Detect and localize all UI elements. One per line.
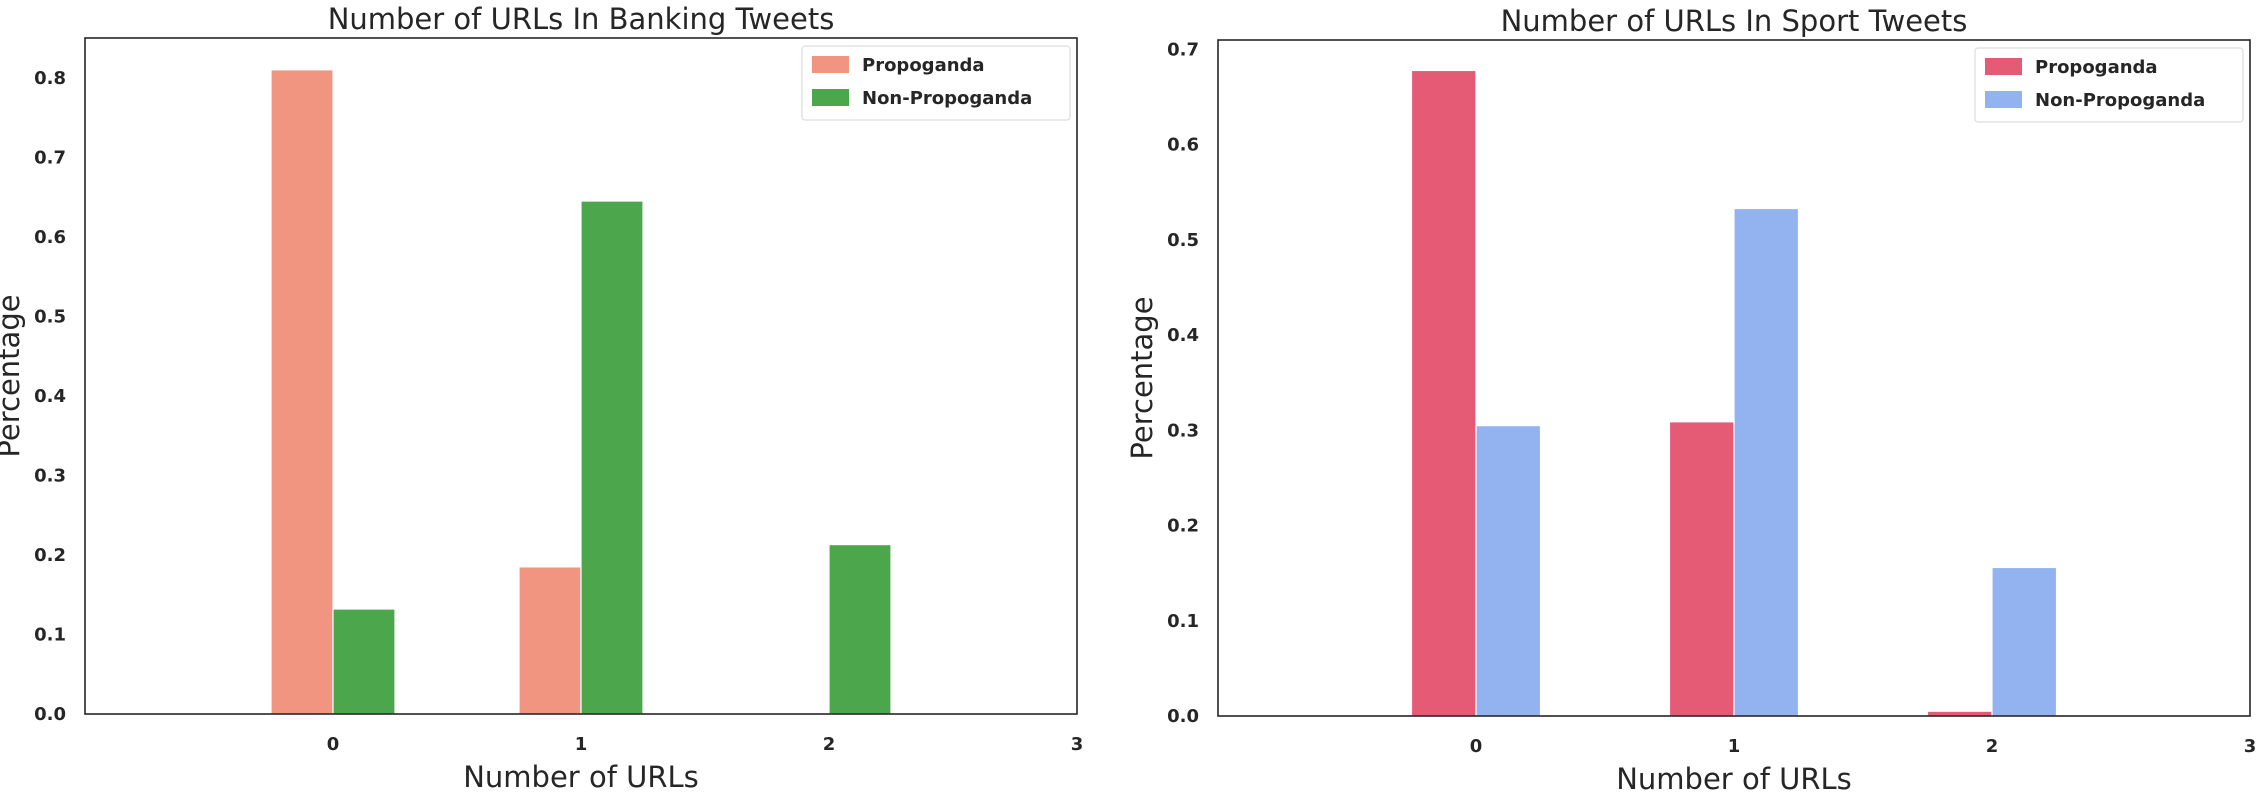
plot-frame: [1217, 39, 2251, 717]
x-axis-label: Number of URLs: [1616, 762, 1852, 792]
bar-sport-s0-c1: [1668, 421, 1735, 717]
y-tick-label: 0.5: [34, 306, 66, 327]
legend-swatch: [1985, 91, 2022, 108]
y-tick-label: 0.4: [1167, 325, 1199, 346]
legend-label: Non-Propoganda: [2035, 90, 2205, 111]
x-tick-label: 0: [1470, 736, 1483, 757]
y-tick-label: 0.8: [34, 68, 66, 89]
x-axis-label: Number of URLs: [463, 760, 699, 792]
y-tick-label: 0.0: [34, 704, 66, 725]
y-axis-label: Percentage: [1125, 296, 1159, 459]
bar-sport-s1-c0: [1475, 425, 1542, 717]
bar-banking-s1-c2: [828, 543, 892, 715]
y-tick-label: 0.0: [1167, 706, 1199, 727]
legend-label: Propoganda: [862, 55, 985, 76]
legend-box: [801, 45, 1071, 121]
plot-frame: [84, 37, 1078, 715]
legend-swatch: [812, 89, 849, 106]
bar-banking-s1-c1: [580, 200, 644, 715]
legend-label: Propoganda: [2035, 57, 2158, 78]
bar-sport-s1-c1: [1733, 207, 1800, 717]
chart-title: Number of URLs In Sport Tweets: [1501, 4, 1968, 38]
x-tick-label: 1: [1728, 736, 1741, 757]
banking-chart: 0.0 0.1 0.2 0.3 0.4 0.5 0.6 0.7 0.8 0 1 2 3 Number of…: [0, 2, 1083, 792]
bar-banking-s1-c0: [332, 608, 396, 715]
legend-swatch: [812, 56, 849, 73]
y-tick-label: 0.5: [1167, 230, 1199, 251]
bar-banking-s0-c1: [518, 566, 582, 715]
y-tick-label: 0.7: [34, 147, 66, 168]
y-tick-label: 0.3: [1167, 420, 1199, 441]
x-tick-label: 0: [327, 734, 340, 755]
x-tick-label: 3: [1071, 734, 1084, 755]
y-tick-label: 0.1: [34, 624, 66, 645]
y-tick-label: 0.6: [34, 227, 66, 248]
y-tick-label: 0.1: [1167, 611, 1199, 632]
y-tick-label: 0.6: [1167, 135, 1199, 156]
legend-label: Non-Propoganda: [862, 88, 1032, 109]
y-tick-label: 0.2: [34, 545, 66, 566]
y-tick-label: 0.2: [1167, 516, 1199, 537]
x-tick-label: 2: [1986, 736, 1999, 757]
sport-chart: 0.0 0.1 0.2 0.3 0.4 0.5 0.6 0.7 0 1 2 3 Number of UR…: [1125, 4, 2256, 792]
legend: Propoganda Non-Propoganda: [1974, 47, 2244, 123]
y-axis-label: Percentage: [0, 294, 26, 457]
x-tick-label: 1: [575, 734, 588, 755]
legend-box: [1974, 47, 2244, 123]
y-tick-label: 0.3: [34, 465, 66, 486]
bar-sport-s1-c2: [1991, 566, 2058, 717]
legend-swatch: [1985, 58, 2022, 75]
y-tick-label: 0.4: [34, 386, 66, 407]
bar-sport-s0-c0: [1410, 69, 1477, 717]
x-tick-label: 3: [2244, 736, 2257, 757]
bar-banking-s0-c0: [270, 69, 334, 715]
legend: Propoganda Non-Propoganda: [801, 45, 1071, 121]
x-tick-label: 2: [823, 734, 836, 755]
chart-title: Number of URLs In Banking Tweets: [328, 2, 835, 36]
y-tick-label: 0.7: [1167, 40, 1199, 61]
